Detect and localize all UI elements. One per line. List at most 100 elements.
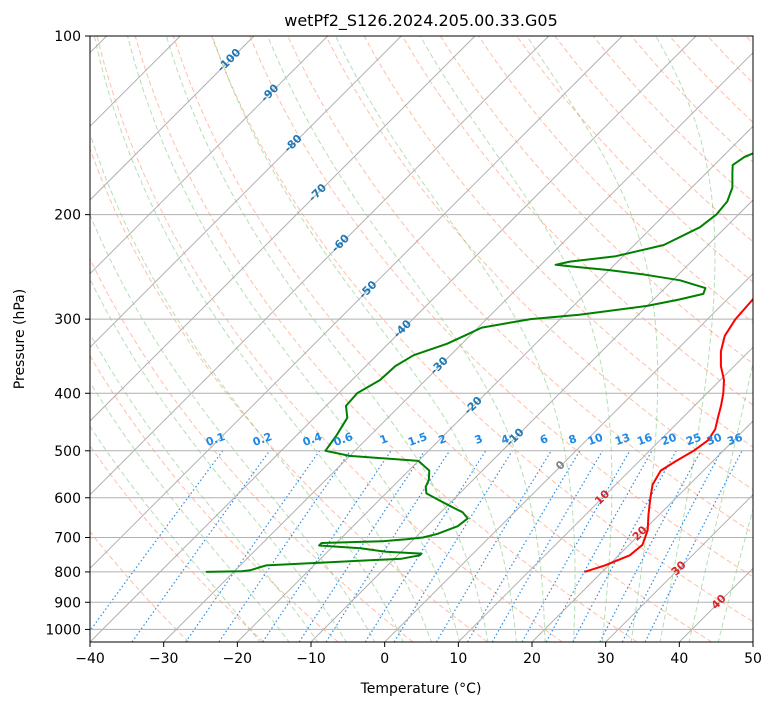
dry-adiabat-line bbox=[90, 257, 414, 642]
contour-labels: -100-90-80-70-60-50-40-30-20-10010203040… bbox=[204, 46, 745, 612]
isotherm-gridline bbox=[90, 36, 697, 642]
dry-adiabat-line bbox=[439, 36, 753, 365]
moist-adiabat-line bbox=[526, 36, 659, 642]
moist-adiabat-line bbox=[127, 36, 461, 642]
dry-adiabat-line bbox=[90, 530, 190, 642]
x-tick-label: −30 bbox=[149, 651, 179, 667]
mixing-ratio-label: 6 bbox=[538, 432, 550, 447]
mixing-ratio-label: 0.6 bbox=[332, 430, 355, 449]
mixing-ratio-line bbox=[364, 450, 487, 642]
x-tick-label: 0 bbox=[380, 651, 389, 667]
y-tick-label: 800 bbox=[54, 565, 81, 581]
y-tick-label: 200 bbox=[54, 208, 81, 224]
mixing-ratio-label: 0.4 bbox=[301, 430, 324, 449]
moist-adiabat-line bbox=[717, 507, 753, 642]
sounding-series bbox=[205, 152, 753, 573]
moist-adiabat-line bbox=[655, 36, 716, 642]
mixing-ratio-line bbox=[131, 450, 271, 642]
dry-adiabat-line bbox=[554, 36, 753, 243]
mixing-ratio-line bbox=[298, 450, 426, 642]
plot-area: -100-90-80-70-60-50-40-30-20-10010203040… bbox=[90, 36, 753, 642]
moist-adiabat-line bbox=[90, 425, 261, 642]
x-tick-label: 50 bbox=[744, 651, 762, 667]
isotherm-gridline bbox=[605, 493, 753, 642]
x-tick-label: −20 bbox=[223, 651, 253, 667]
mixing-ratio-label: 10 bbox=[586, 431, 605, 449]
x-tick-label: 40 bbox=[670, 651, 688, 667]
dry-adiabats bbox=[90, 36, 753, 642]
y-tick-label: 1000 bbox=[45, 622, 81, 638]
dry-adiabat-line bbox=[172, 36, 712, 642]
mixing-ratio-label: 30 bbox=[705, 431, 724, 449]
x-tick-label: 10 bbox=[449, 651, 467, 667]
x-tick-label: 30 bbox=[597, 651, 615, 667]
mixing-ratio-label: 13 bbox=[613, 431, 632, 448]
moist-adiabat-line bbox=[90, 132, 404, 642]
x-axis-ticks: −40 −30 −20 −10 0 10 20 30 40 50 bbox=[75, 642, 762, 667]
dry-adiabat-line bbox=[90, 147, 488, 642]
mixing-ratio-label: 3 bbox=[473, 432, 485, 447]
isotherm-gridline bbox=[457, 346, 753, 642]
dry-adiabat-line bbox=[401, 36, 753, 406]
y-tick-label: 600 bbox=[54, 491, 81, 507]
dry-adiabat-line bbox=[478, 36, 753, 324]
dry-adiabat-line bbox=[516, 36, 753, 283]
mixing-ratio-label: 20 bbox=[660, 431, 679, 449]
moist-adiabat-line bbox=[267, 36, 546, 642]
moist-adiabat-line bbox=[688, 360, 753, 642]
dry-adiabat-line bbox=[211, 36, 753, 623]
dry-adiabat-line bbox=[96, 36, 563, 642]
isotherm-gridline bbox=[163, 51, 753, 642]
isotherm-gridline bbox=[236, 125, 753, 642]
mixing-ratio-line bbox=[466, 450, 581, 642]
dry-adiabat-line bbox=[249, 36, 753, 578]
dry-adiabat-line bbox=[745, 36, 753, 45]
moist-adiabat-line bbox=[90, 278, 347, 642]
y-tick-label: 500 bbox=[54, 444, 81, 460]
y-tick-label: 700 bbox=[54, 531, 81, 547]
isotherm-gridline bbox=[752, 641, 753, 642]
dry-adiabat-line bbox=[325, 36, 753, 491]
moist-adiabat-line bbox=[90, 381, 290, 642]
mixing-ratio-label: 25 bbox=[684, 431, 703, 448]
isotherm-label: -30 bbox=[428, 354, 451, 377]
mixing-ratio-line bbox=[435, 450, 552, 642]
dry-adiabat-line bbox=[707, 36, 753, 84]
temperature-profile-line bbox=[584, 297, 753, 573]
isotherm-gridline bbox=[384, 272, 753, 642]
isotherm-gridline bbox=[678, 567, 753, 642]
dry-adiabat-line bbox=[90, 444, 264, 642]
mixing-ratio-label: 2 bbox=[437, 432, 449, 447]
isotherm-gridlines bbox=[90, 36, 753, 642]
moist-adiabat-line bbox=[90, 213, 376, 642]
mixing-ratio-line bbox=[521, 450, 631, 642]
isotherm-gridline bbox=[90, 36, 329, 275]
mixing-ratio-line bbox=[90, 450, 224, 632]
moist-adiabat-line bbox=[90, 332, 319, 642]
mixing-ratio-line bbox=[262, 450, 392, 642]
mixing-ratio-line bbox=[644, 450, 743, 642]
mixing-ratio-lines bbox=[90, 450, 743, 642]
y-axis-label: Pressure (hPa) bbox=[12, 289, 28, 389]
mixing-ratio-label: 8 bbox=[567, 432, 579, 447]
mixing-ratio-label: 16 bbox=[635, 431, 654, 449]
pressure-gridlines bbox=[90, 36, 753, 630]
dry-adiabat-line bbox=[90, 354, 339, 642]
y-tick-label: 400 bbox=[54, 386, 81, 402]
x-tick-label: 20 bbox=[523, 651, 541, 667]
mixing-ratio-line bbox=[545, 450, 653, 642]
x-tick-label: −10 bbox=[296, 651, 326, 667]
y-tick-label: 900 bbox=[54, 595, 81, 611]
mixing-ratio-label: 0.2 bbox=[251, 430, 274, 449]
mixing-ratio-line bbox=[621, 450, 722, 642]
moist-adiabat-line bbox=[335, 36, 576, 642]
dry-adiabat-line bbox=[134, 36, 638, 642]
dry-adiabat-line bbox=[592, 36, 753, 203]
isotherm-gridline bbox=[90, 36, 255, 201]
x-axis-label: Temperature (°C) bbox=[360, 681, 482, 697]
isotherm-gridline bbox=[531, 420, 753, 642]
y-tick-label: 300 bbox=[54, 312, 81, 328]
moist-adiabat-line bbox=[211, 36, 518, 642]
mixing-ratio-line bbox=[185, 450, 321, 642]
